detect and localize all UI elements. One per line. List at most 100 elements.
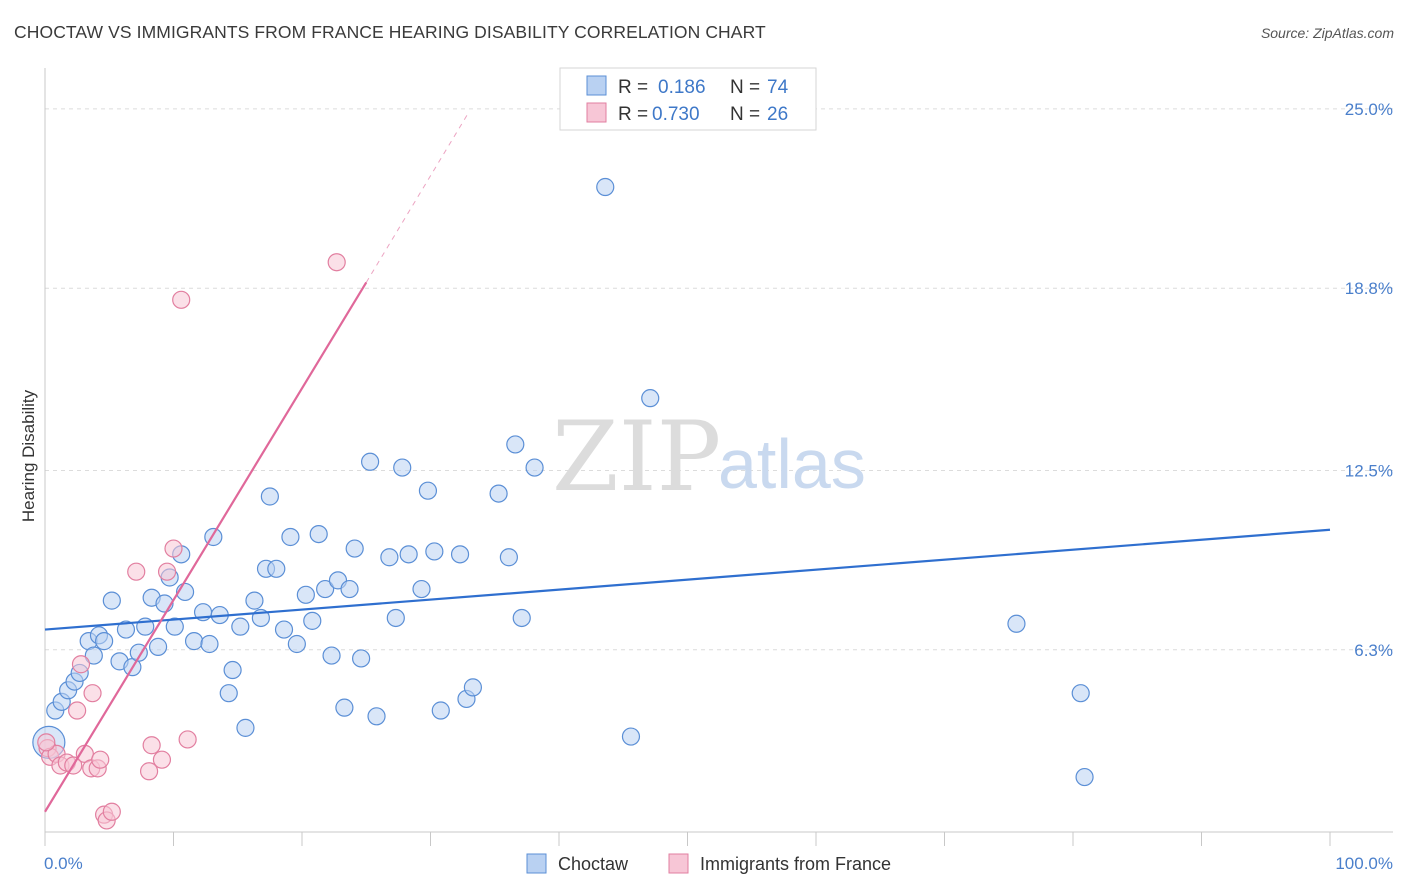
watermark: ZIP atlas: [552, 401, 866, 513]
legend-n-label-1: N =: [730, 77, 760, 98]
choctaw-point: [260, 487, 279, 506]
france-point: [164, 539, 183, 558]
choctaw-point: [219, 684, 238, 703]
choctaw-point: [393, 458, 412, 477]
choctaw-point: [116, 620, 136, 639]
choctaw-point: [287, 634, 306, 654]
france-point: [139, 762, 159, 781]
legend-r-value-1: 0.186: [658, 77, 706, 98]
choctaw-point: [231, 617, 250, 636]
choctaw-point: [309, 524, 328, 544]
choctaw-point: [165, 617, 184, 636]
choctaw-point: [148, 637, 168, 656]
france-point: [327, 253, 346, 272]
legend-swatch-france: [586, 102, 607, 123]
choctaw-point: [386, 608, 405, 628]
watermark-atlas: atlas: [718, 425, 866, 503]
france-point: [172, 290, 191, 309]
choctaw-point: [450, 545, 470, 564]
bottom-legend-choctaw: Choctaw: [558, 854, 629, 874]
choctaw-point: [641, 389, 660, 408]
choctaw-point: [236, 718, 255, 737]
france-point: [178, 730, 197, 749]
y-tick-label-1: 12.5%: [1345, 461, 1393, 480]
france-point: [102, 802, 121, 821]
axes: [44, 68, 1393, 846]
bottom-legend-swatch-france: [668, 853, 689, 874]
france-point: [152, 750, 172, 769]
france-point: [142, 736, 161, 755]
choctaw-point: [281, 527, 300, 547]
legend-r-value-2: 0.730: [652, 104, 700, 125]
france-point: [91, 750, 110, 769]
choctaw-point: [316, 579, 335, 599]
france-point: [127, 562, 146, 581]
france-point: [83, 684, 102, 703]
choctaw-point: [361, 452, 380, 471]
choctaw-point: [340, 579, 359, 599]
france-point: [37, 733, 56, 752]
france-point: [71, 655, 91, 674]
choctaw-point: [274, 620, 294, 639]
choctaw-point: [431, 701, 450, 720]
france-point: [68, 701, 87, 720]
france-trend-extension: [365, 111, 470, 283]
france-trend-line: [44, 281, 368, 813]
series-legend: Choctaw Immigrants from France: [526, 853, 891, 874]
choctaw-point: [223, 660, 242, 680]
choctaw-point: [95, 632, 114, 651]
choctaw-point: [84, 646, 103, 665]
choctaw-point: [399, 545, 418, 564]
legend-r-label-1: R =: [618, 77, 648, 98]
y-axis-title: Hearing Disability: [19, 389, 38, 522]
choctaw-point: [412, 579, 431, 599]
choctaw-point: [463, 678, 483, 697]
bottom-legend-france: Immigrants from France: [700, 854, 891, 874]
y-tick-label-3: 25.0%: [1345, 100, 1393, 119]
choctaw-point: [380, 548, 399, 567]
x-tick-label-0: 0.0%: [44, 854, 83, 873]
legend-n-label-2: N =: [730, 104, 760, 125]
trend-lines: [44, 111, 1331, 813]
watermark-zip: ZIP: [552, 401, 721, 513]
choctaw-point: [489, 484, 508, 503]
legend-n-value-2: 26: [767, 104, 788, 125]
legend-swatch-choctaw: [586, 75, 607, 96]
choctaw-point: [512, 608, 531, 628]
choctaw-point: [1075, 767, 1094, 787]
choctaw-trend-line: [44, 528, 1331, 631]
bottom-legend-swatch-choctaw: [526, 853, 547, 874]
choctaw-point: [184, 632, 204, 651]
choctaw-point: [1007, 614, 1026, 633]
choctaw-point: [525, 458, 544, 477]
choctaw-point: [1071, 684, 1090, 703]
x-tick-label-1: 100.0%: [1335, 854, 1393, 873]
choctaw-point: [345, 539, 364, 558]
choctaw-point: [200, 634, 219, 654]
choctaw-point: [352, 649, 371, 668]
y-tick-label-2: 18.8%: [1345, 279, 1393, 298]
choctaw-point: [296, 585, 315, 604]
legend-r-label-2: R =: [618, 104, 648, 125]
chart-title: CHOCTAW VS IMMIGRANTS FROM FRANCE HEARIN…: [14, 22, 766, 42]
choctaw-point: [425, 542, 444, 561]
tick-labels: 6.3% 12.5% 18.8% 25.0% 0.0% 100.0%: [44, 100, 1393, 873]
source-label: Source: ZipAtlas.com: [1260, 25, 1394, 41]
choctaw-point: [335, 698, 354, 717]
choctaw-point: [367, 707, 386, 726]
y-tick-label-0: 6.3%: [1354, 641, 1393, 660]
choctaw-point: [506, 435, 525, 454]
choctaw-point: [621, 727, 641, 746]
choctaw-point: [102, 591, 121, 610]
choctaw-point: [322, 646, 341, 665]
choctaw-point: [499, 548, 518, 567]
choctaw-point: [303, 611, 322, 630]
choctaw-point: [245, 591, 264, 610]
france-point: [157, 562, 177, 581]
correlation-legend: R = 0.186 N = 74 R = 0.730 N = 26: [559, 67, 817, 131]
choctaw-point: [596, 177, 615, 197]
legend-n-value-1: 74: [767, 77, 789, 98]
choctaw-point: [418, 481, 438, 500]
choctaw-point: [267, 559, 286, 578]
